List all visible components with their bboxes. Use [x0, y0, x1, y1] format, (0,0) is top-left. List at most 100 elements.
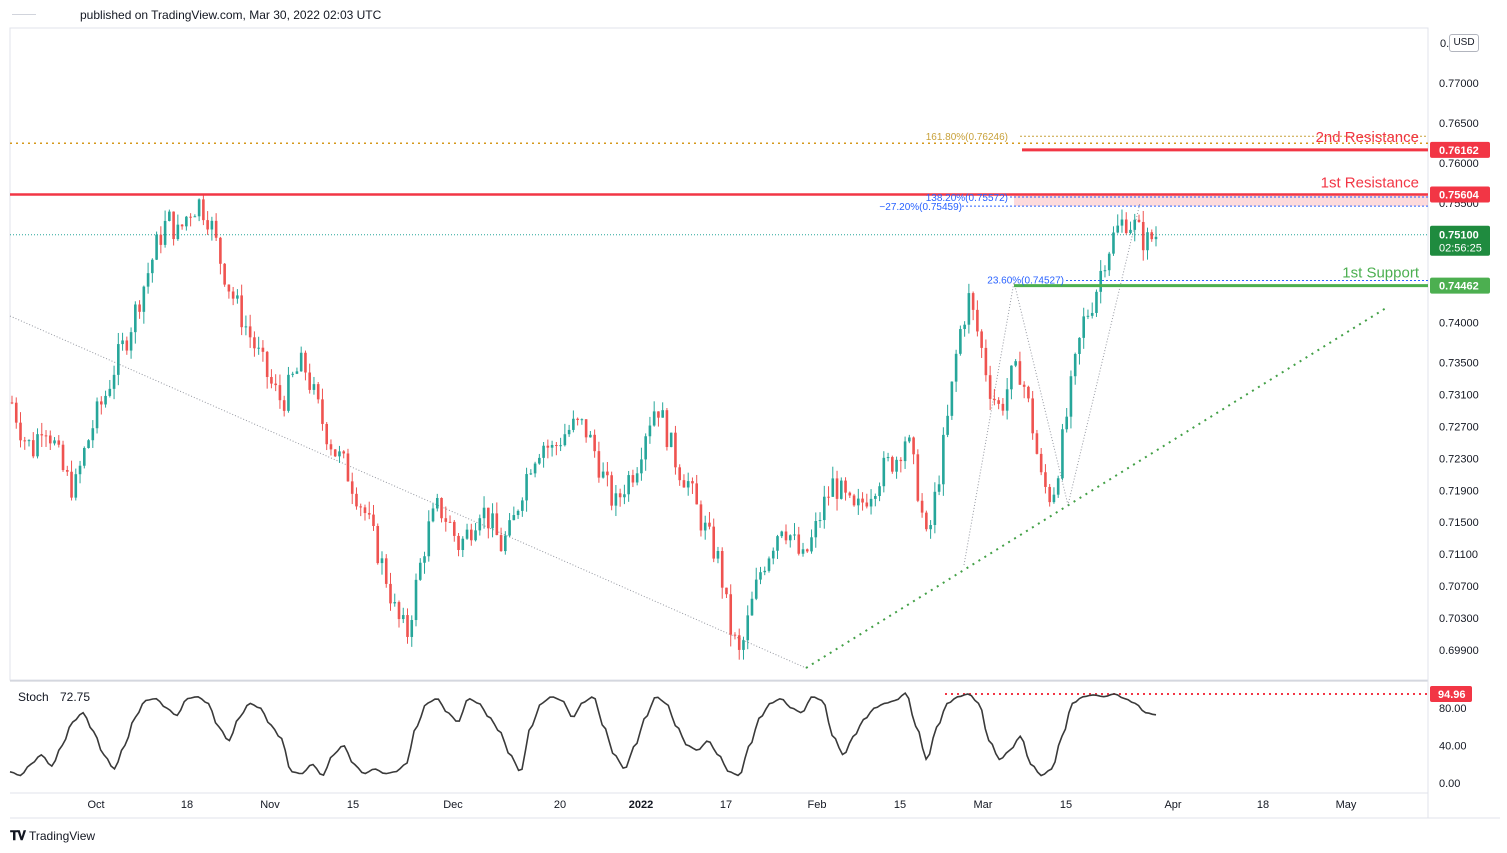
candle-body — [546, 445, 550, 448]
candle-body — [499, 535, 503, 552]
trendline-down — [9, 315, 807, 669]
candle-body — [835, 478, 839, 499]
candle-body — [827, 496, 830, 498]
candle-body — [886, 457, 890, 459]
candle-body — [261, 347, 265, 352]
candle-body — [346, 453, 350, 482]
candle-body — [100, 401, 103, 405]
candle-body — [584, 419, 588, 438]
stoch-title: Stoch — [18, 690, 49, 704]
candle-body — [444, 518, 448, 522]
resistance-1-label: 1st Resistance — [1321, 174, 1419, 191]
tradingview-logo[interactable]: 𝐓𝐕 TradingView — [10, 826, 95, 846]
candle-body — [525, 474, 528, 501]
candle-body — [538, 457, 541, 464]
candle-body — [878, 486, 881, 497]
price-axis[interactable]: 0.770000.765000.760000.755000.740000.735… — [1439, 78, 1479, 657]
candle-body — [1129, 229, 1132, 234]
candle-body — [929, 525, 932, 530]
candle-body — [14, 402, 18, 423]
candle-body — [418, 562, 422, 580]
candle-body — [648, 425, 652, 437]
candle-body — [1031, 398, 1034, 434]
candle-body — [946, 415, 949, 435]
candle-body — [491, 513, 494, 529]
candle-body — [427, 521, 431, 557]
candle-body — [278, 385, 282, 401]
price-tick-label: 0.77000 — [1439, 78, 1479, 90]
candle-body — [240, 295, 243, 328]
candle-body — [686, 481, 690, 488]
candle-body — [788, 535, 792, 541]
candle-body — [1005, 389, 1009, 411]
candle-body — [291, 373, 294, 375]
candle-body — [206, 220, 209, 230]
candle-body — [1146, 232, 1149, 251]
candle-body — [754, 579, 758, 599]
level-lines[interactable] — [10, 135, 1428, 288]
candle-body — [482, 507, 486, 519]
candle-body — [631, 475, 635, 483]
price-tick-label: 0.70700 — [1439, 581, 1479, 593]
stoch-line — [9, 691, 1157, 777]
fib-138-label: 138.20%(0.75572) — [926, 193, 1008, 204]
candle-body — [44, 435, 48, 437]
candle-body — [716, 551, 720, 559]
candle-body — [95, 401, 99, 429]
candle-body — [457, 535, 460, 551]
candle-body — [495, 513, 499, 536]
candlestick-series[interactable] — [10, 193, 1158, 660]
candle-body — [665, 410, 669, 448]
candle-body — [176, 224, 180, 240]
candle-body — [1086, 315, 1090, 317]
candle-body — [861, 498, 864, 503]
price-tick-label: 0.69900 — [1439, 645, 1479, 657]
last-price-tag — [1430, 225, 1490, 256]
candle-body — [185, 216, 188, 227]
price-tick-label: 0.73100 — [1439, 389, 1479, 401]
candle-body — [172, 211, 175, 240]
candle-body — [669, 432, 673, 448]
candle-body — [895, 459, 898, 472]
candle-body — [695, 483, 698, 505]
candle-body — [780, 531, 784, 537]
candle-body — [703, 522, 707, 531]
candle-body — [784, 531, 788, 541]
candle-body — [874, 496, 877, 499]
candle-body — [23, 440, 27, 442]
candle-body — [142, 286, 146, 312]
stochastic-pane[interactable]: Stoch 72.75 80.00 40.00 0.00 94.96 — [9, 685, 1472, 790]
candle-body — [533, 463, 537, 474]
price-tick-label: 0.71500 — [1439, 517, 1479, 529]
candle-body — [193, 216, 197, 218]
time-tick-label: Feb — [808, 799, 827, 811]
candle-body — [580, 419, 584, 421]
candle-body — [435, 497, 439, 509]
candle-body — [380, 558, 384, 564]
candle-body — [925, 512, 928, 530]
candle-body — [1082, 316, 1086, 338]
candle-body — [1095, 291, 1098, 313]
time-axis[interactable]: Oct 18 Nov 15 Dec 20 2022 17 Feb 15 Mar 15 Apr 18 May — [87, 799, 1356, 811]
time-tick-label: 18 — [1257, 799, 1269, 811]
candle-body — [912, 437, 915, 455]
candle-body — [950, 381, 954, 416]
candle-body — [954, 353, 958, 382]
candle-body — [657, 411, 660, 418]
time-tick-label: Apr — [1164, 799, 1181, 811]
candle-body — [1141, 221, 1145, 251]
candle-body — [601, 471, 605, 478]
candle-body — [487, 507, 490, 529]
candle-body — [227, 284, 231, 292]
candle-body — [270, 377, 273, 384]
currency-badge[interactable]: USD — [1449, 34, 1479, 52]
candle-body — [1154, 236, 1158, 240]
candle-body — [908, 437, 911, 442]
candle-body — [1001, 403, 1005, 411]
candle-body — [1048, 486, 1051, 503]
chart-header: published on TradingView.com, Mar 30, 20… — [0, 0, 1507, 28]
candle-body — [737, 635, 741, 650]
candle-body — [644, 436, 647, 460]
candle-body — [1018, 361, 1022, 385]
